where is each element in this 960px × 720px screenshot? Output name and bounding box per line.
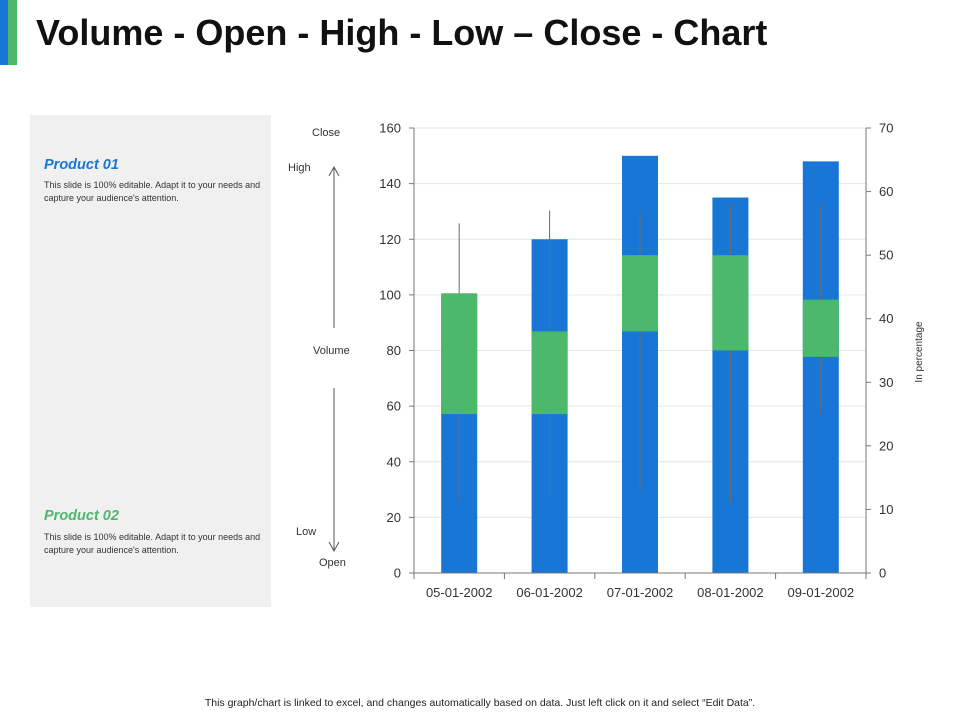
- candle-up-body: [531, 331, 568, 415]
- right-tick-label: 20: [879, 438, 893, 453]
- chart-axes: [409, 127, 871, 579]
- arrow-down-icon: [328, 541, 340, 553]
- product-02-name: Product 02: [44, 508, 119, 524]
- footnote: This graph/chart is linked to excel, and…: [204, 697, 756, 709]
- x-tick-label: 05-01-2002: [426, 585, 493, 600]
- candle-up-body: [712, 255, 749, 351]
- left-tick-label: 20: [387, 510, 401, 525]
- left-tick-label: 140: [379, 176, 401, 191]
- x-tick-label: 08-01-2002: [697, 585, 764, 600]
- right-tick-label: 60: [879, 184, 893, 199]
- candle-up-body: [441, 293, 478, 415]
- right-tick-label: 30: [879, 375, 893, 390]
- right-tick-label: 50: [879, 248, 893, 263]
- legend-volume-label: Volume: [313, 345, 350, 357]
- arrow-up-icon: [328, 165, 340, 177]
- x-tick-label: 09-01-2002: [788, 585, 855, 600]
- left-tick-label: 40: [387, 454, 401, 469]
- title-accent-bar: [0, 0, 17, 65]
- accent-blue-stripe: [0, 0, 8, 65]
- legend-low-label: Low: [296, 526, 317, 538]
- right-tick-label: 40: [879, 311, 893, 326]
- left-tick-label: 80: [387, 343, 401, 358]
- page-title: Volume - Open - High - Low – Close - Cha…: [36, 12, 768, 53]
- candle-up-body: [622, 255, 658, 332]
- x-tick-label: 07-01-2002: [607, 585, 674, 600]
- left-tick-label: 100: [379, 287, 401, 302]
- right-axis-title: In percentage: [914, 321, 925, 383]
- side-panel: Product 01 This slide is 100% editable. …: [30, 115, 271, 607]
- left-tick-label: 0: [394, 566, 401, 581]
- product-01-name: Product 01: [44, 157, 119, 173]
- left-tick-label: 60: [387, 399, 401, 414]
- right-tick-label: 0: [879, 566, 886, 581]
- tick-labels: 0 20 40 60 80 100 120 140 160 0 10 20 30 40 50 60 70 05-0…: [379, 121, 893, 601]
- legend-open-label: Open: [319, 557, 346, 569]
- left-tick-label: 160: [379, 121, 401, 136]
- product-02-description: This slide is 100% editable. Adapt it to…: [44, 532, 261, 555]
- right-tick-label: 10: [879, 502, 893, 517]
- left-tick-label: 120: [379, 232, 401, 247]
- product-01-description: This slide is 100% editable. Adapt it to…: [44, 180, 261, 203]
- legend-close-label: Close: [312, 127, 341, 139]
- candle-up-body: [802, 299, 839, 357]
- legend-high-label: High: [288, 162, 311, 174]
- right-tick-label: 70: [879, 121, 893, 136]
- candles: [441, 204, 839, 504]
- legend-arrows: [328, 165, 340, 553]
- accent-green-stripe: [8, 0, 17, 65]
- x-tick-label: 06-01-2002: [516, 585, 583, 600]
